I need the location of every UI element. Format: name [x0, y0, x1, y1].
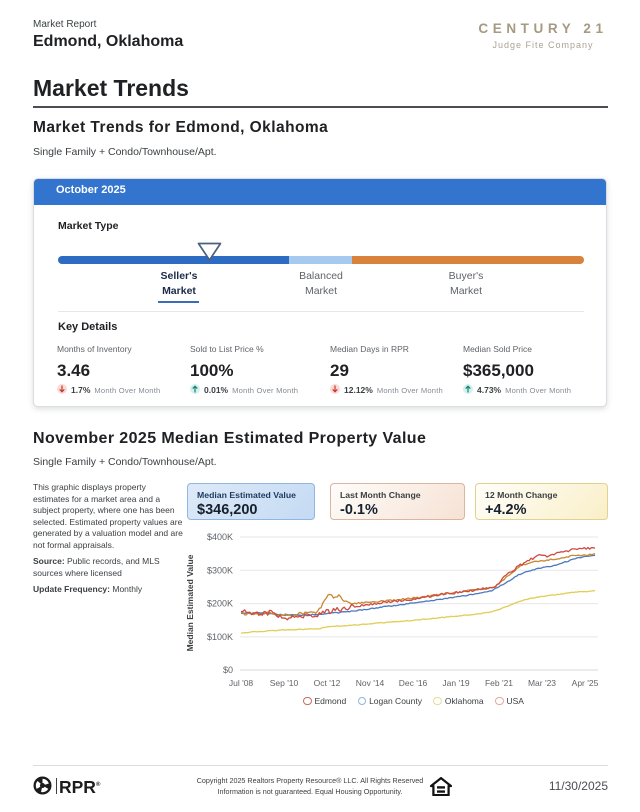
- svg-text:Dec '16: Dec '16: [399, 678, 428, 688]
- svg-text:$100K: $100K: [207, 632, 233, 642]
- svg-text:Feb '21: Feb '21: [485, 678, 513, 688]
- svg-text:$300K: $300K: [207, 565, 233, 575]
- svg-text:Jan '19: Jan '19: [442, 678, 469, 688]
- svg-text:Mar '23: Mar '23: [528, 678, 556, 688]
- svg-text:$200K: $200K: [207, 599, 233, 609]
- svg-text:Jul '08: Jul '08: [229, 678, 254, 688]
- svg-text:Oct '12: Oct '12: [314, 678, 341, 688]
- svg-text:Apr '25: Apr '25: [572, 678, 599, 688]
- svg-text:Median Estimated Value: Median Estimated Value: [185, 554, 195, 651]
- svg-text:Nov '14: Nov '14: [356, 678, 385, 688]
- svg-text:$0: $0: [223, 665, 233, 675]
- svg-text:$400K: $400K: [207, 532, 233, 542]
- svg-text:Sep '10: Sep '10: [270, 678, 299, 688]
